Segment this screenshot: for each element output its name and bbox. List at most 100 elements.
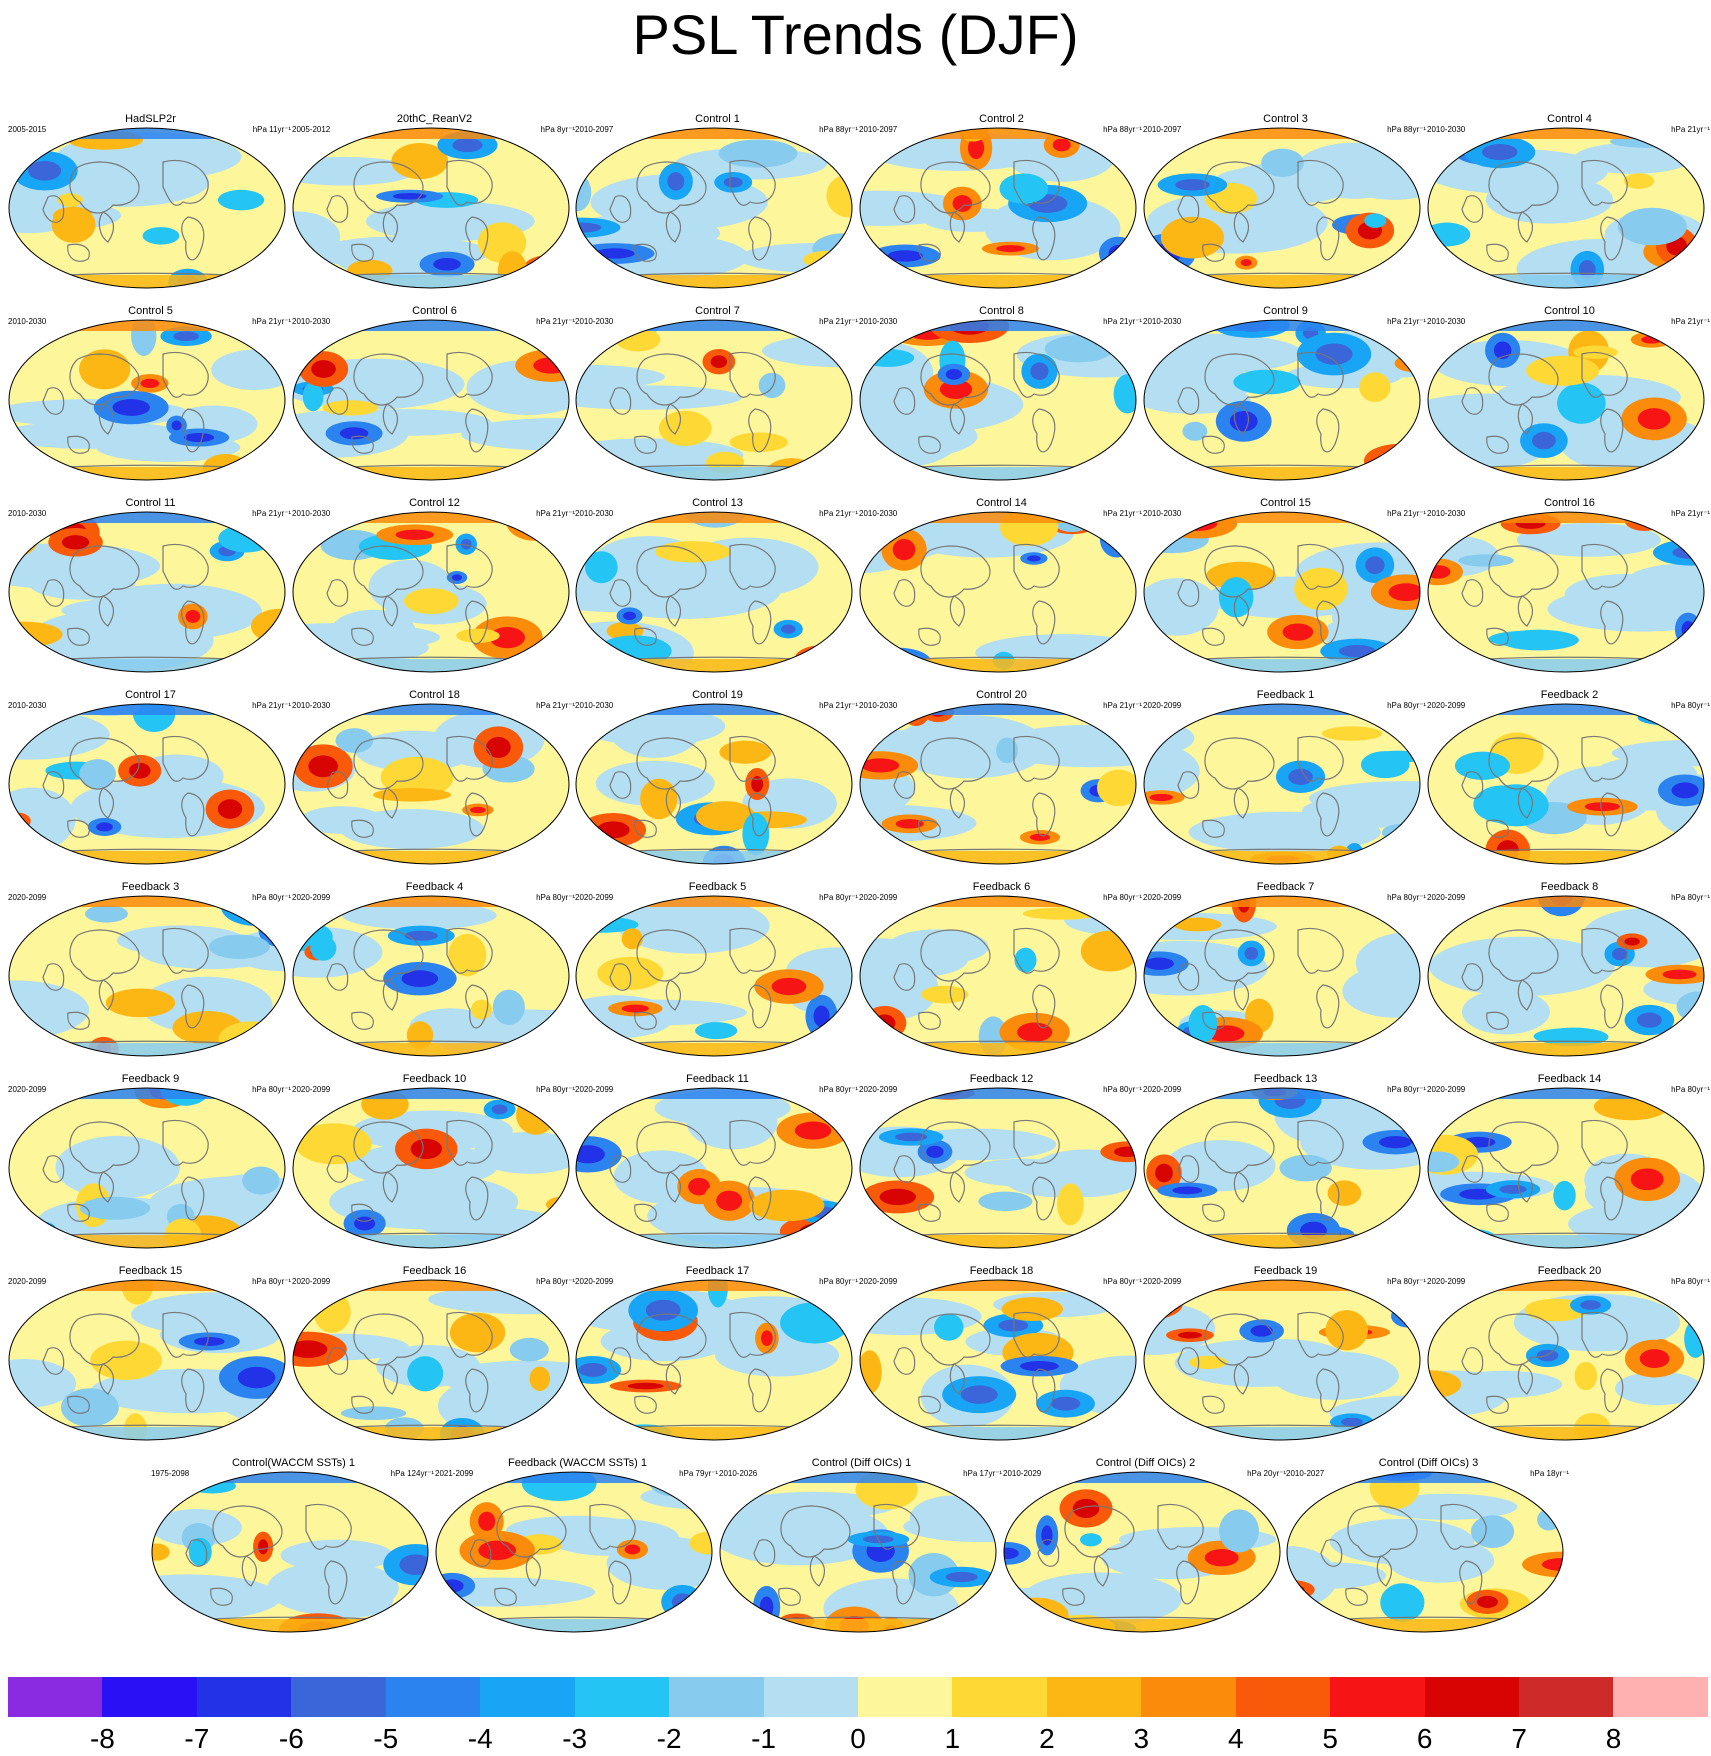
map-panel: Control 18 2010-2030 hPa 21yr⁻¹ [292, 689, 577, 879]
panel-unit: hPa 88yr⁻¹ [819, 125, 858, 134]
field-contour [594, 248, 635, 259]
field-contour [9, 1280, 285, 1291]
map-border [719, 1471, 997, 1633]
map-panel: Feedback 20 2020-2099 hPa 80yr⁻¹ [1427, 1265, 1711, 1455]
map-field [859, 895, 1137, 1057]
coastline [634, 627, 657, 646]
field-contour [330, 609, 416, 654]
coastline [1316, 792, 1340, 837]
coastline [465, 600, 489, 645]
coastline [636, 1121, 707, 1174]
coastline [1316, 984, 1340, 1029]
field-contour [780, 1302, 850, 1344]
colorbar-box [574, 1677, 670, 1717]
coastline [729, 160, 776, 206]
field-contour [1476, 1595, 1498, 1608]
panel-unit: hPa 80yr⁻¹ [1103, 893, 1142, 902]
coastline [1488, 545, 1559, 598]
field-contour [293, 851, 569, 864]
panel-title: Control 7 [695, 305, 740, 317]
coastline [918, 1011, 941, 1030]
map-panel: Control 17 2010-2030 hPa 21yr⁻¹ [8, 689, 293, 879]
field-contour [1044, 335, 1114, 363]
map-panel: Control (Diff OICs) 2 2010-2029 hPa 20yr⁻¹ [1003, 1457, 1288, 1647]
field-contour [597, 1243, 618, 1248]
field-contour [879, 1188, 916, 1206]
field-contour [720, 1472, 996, 1483]
coastline [949, 979, 966, 1011]
coastline [69, 737, 140, 790]
coastline [69, 353, 140, 406]
coastline [920, 545, 991, 598]
field-contour [28, 160, 62, 181]
panel-unit: hPa 21yr⁻¹ [1671, 509, 1710, 518]
panel-title: Control 11 [125, 497, 176, 509]
coastline [181, 1176, 205, 1221]
coastline [1517, 1171, 1534, 1203]
field-contour [1144, 1088, 1420, 1099]
field-contour [996, 245, 1025, 253]
field-contour [1499, 1184, 1527, 1194]
map-border [1427, 895, 1705, 1057]
panel-unit: hPa 21yr⁻¹ [536, 317, 575, 326]
coastline [1461, 771, 1484, 799]
field-contour [293, 320, 569, 331]
panel-title: Feedback 11 [686, 1073, 749, 1085]
panel-title: Feedback 8 [1540, 881, 1599, 893]
panel-period: 2020-2099 [8, 893, 47, 902]
coastline [382, 211, 399, 243]
field-contour [862, 1005, 907, 1041]
field-contour [342, 901, 497, 930]
panel-unit: hPa 21yr⁻¹ [252, 509, 291, 518]
map-panel: Control 12 2010-2030 hPa 21yr⁻¹ [292, 497, 577, 687]
field-contour [880, 654, 915, 670]
panel-unit: hPa 21yr⁻¹ [536, 701, 575, 710]
coastline [382, 787, 399, 819]
coastline [326, 387, 349, 415]
map-border [859, 895, 1137, 1057]
map-panel: Feedback 15 2020-2099 hPa 80yr⁻¹ [8, 1265, 293, 1455]
field-contour [404, 588, 459, 614]
field-contour [860, 1235, 1136, 1248]
field-contour [576, 1427, 852, 1440]
map-border [8, 895, 286, 1057]
colorbar-box [8, 1677, 103, 1717]
coastline [1486, 819, 1509, 838]
field-contour [11, 1280, 51, 1297]
field-contour [293, 467, 569, 480]
coastline [920, 161, 991, 214]
field-contour [1623, 173, 1655, 189]
field-contour [173, 331, 199, 342]
panel-period: 2020-2099 [8, 1085, 47, 1094]
coastline [1032, 408, 1056, 453]
map-panel: Control (Diff OICs) 1 2010-2026 hPa 17yr⁻¹ [719, 1457, 1004, 1647]
field-contour [140, 976, 273, 1034]
field-contour [860, 1088, 888, 1112]
map-field [575, 703, 853, 865]
coastline [446, 544, 493, 590]
map-field [435, 1471, 713, 1633]
coastline [382, 403, 399, 435]
coastline [873, 1504, 920, 1550]
field-contour [218, 1021, 285, 1056]
map-border [575, 1087, 853, 1249]
colorbar-box [480, 1677, 575, 1717]
coastline [494, 1587, 517, 1606]
coastline [212, 1505, 283, 1558]
panel-period: 2005-2015 [8, 125, 47, 134]
field-contour [84, 905, 128, 923]
map-panel: Control 1 2010-2097 hPa 88yr⁻¹ [575, 113, 860, 303]
coastline [67, 627, 90, 646]
field-contour [908, 704, 924, 717]
field-contour [1428, 512, 1704, 523]
coastline [1345, 1587, 1368, 1606]
field-contour [1428, 128, 1704, 139]
field-contour [1144, 896, 1420, 907]
field-contour [1688, 1035, 1704, 1056]
field-contour [926, 1145, 944, 1158]
field-contour [621, 928, 643, 950]
field-contour [9, 467, 285, 480]
field-contour [1612, 947, 1628, 961]
coastline [1488, 1121, 1559, 1174]
field-contour [909, 1495, 996, 1541]
